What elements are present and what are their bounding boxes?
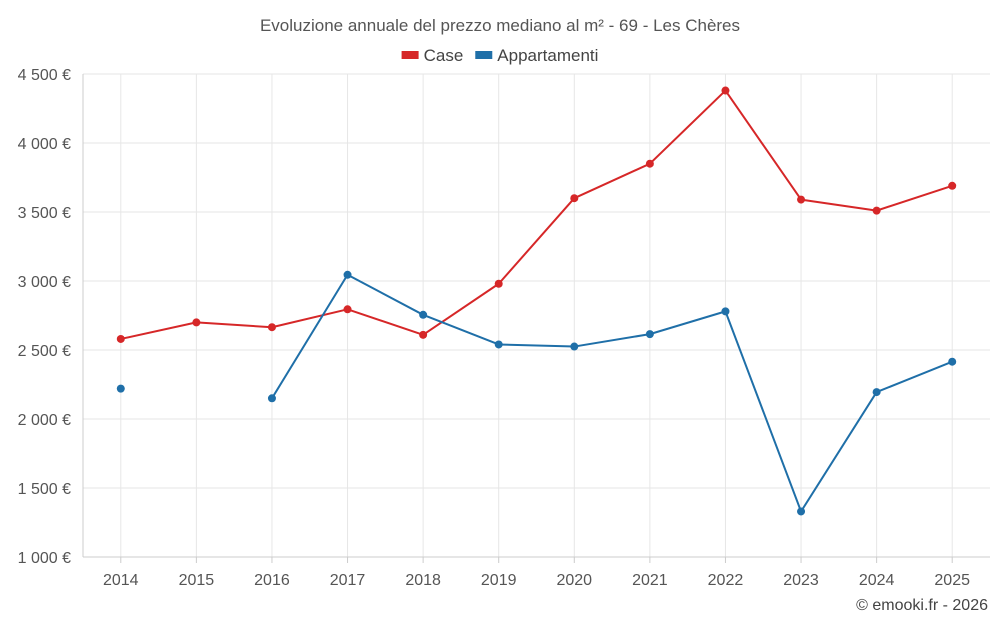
series-case: [116, 86, 957, 343]
legend-item-appartamenti[interactable]: Appartamenti: [475, 46, 598, 65]
data-point-appartamenti[interactable]: [419, 310, 428, 319]
x-tick-label: 2015: [179, 572, 215, 589]
y-tick-label: 1 500 €: [18, 481, 71, 498]
series-line-case: [120, 89, 953, 340]
y-tick-label: 2 000 €: [18, 412, 71, 429]
data-point-appartamenti[interactable]: [267, 394, 276, 403]
x-tick-label: 2014: [103, 572, 139, 589]
data-point-appartamenti[interactable]: [797, 507, 806, 516]
y-tick-label: 2 500 €: [18, 343, 71, 360]
data-point-case[interactable]: [872, 206, 881, 215]
data-point-case[interactable]: [192, 318, 201, 327]
data-point-case[interactable]: [494, 279, 503, 288]
data-point-appartamenti[interactable]: [343, 270, 352, 279]
data-point-case[interactable]: [797, 195, 806, 204]
x-tick-label: 2021: [632, 572, 668, 589]
series-layer: [116, 86, 957, 516]
y-tick-label: 3 500 €: [18, 205, 71, 222]
x-tick-label: 2020: [556, 572, 592, 589]
x-tick-label: 2022: [708, 572, 744, 589]
series-appartamenti: [116, 270, 957, 516]
x-tick-label: 2024: [859, 572, 895, 589]
grid-lines: [83, 73, 990, 558]
data-point-appartamenti[interactable]: [721, 307, 730, 316]
x-tick-label: 2025: [934, 572, 970, 589]
data-point-appartamenti[interactable]: [645, 330, 654, 339]
x-tick-label: 2017: [330, 572, 366, 589]
data-point-case[interactable]: [116, 334, 125, 343]
data-point-appartamenti[interactable]: [570, 342, 579, 351]
data-point-case[interactable]: [570, 194, 579, 203]
series-line-appartamenti: [271, 273, 953, 513]
x-tick-label: 2016: [254, 572, 290, 589]
data-point-appartamenti[interactable]: [116, 384, 125, 393]
y-tick-label: 4 500 €: [18, 67, 71, 84]
legend-item-case[interactable]: Case: [401, 46, 464, 65]
data-point-case[interactable]: [948, 181, 957, 190]
data-point-case[interactable]: [267, 323, 276, 332]
data-point-case[interactable]: [343, 305, 352, 314]
chart-title: Evoluzione annuale del prezzo mediano al…: [260, 16, 740, 35]
y-tick-label: 1 000 €: [18, 550, 71, 567]
chart-legend[interactable]: Case Appartamenti: [401, 46, 599, 65]
data-point-appartamenti[interactable]: [872, 388, 881, 397]
legend-label: Appartamenti: [497, 46, 598, 65]
chart-credit: © emooki.fr - 2026: [856, 597, 988, 614]
data-point-case[interactable]: [645, 159, 654, 168]
data-point-appartamenti[interactable]: [948, 357, 957, 366]
x-tick-label: 2019: [481, 572, 517, 589]
axes: 1 000 € 1 500 € 2 000 € 2 500 € 3 000 € 3 500…: [18, 67, 990, 589]
legend-label: Case: [424, 46, 464, 65]
x-tick-label: 2018: [405, 572, 441, 589]
data-point-appartamenti[interactable]: [494, 340, 503, 349]
legend-swatch: [401, 51, 419, 59]
x-tick-label: 2023: [783, 572, 819, 589]
y-tick-label: 4 000 €: [18, 136, 71, 153]
data-point-case[interactable]: [721, 86, 730, 95]
y-tick-label: 3 000 €: [18, 274, 71, 291]
data-point-case[interactable]: [419, 330, 428, 339]
legend-swatch: [475, 51, 493, 59]
